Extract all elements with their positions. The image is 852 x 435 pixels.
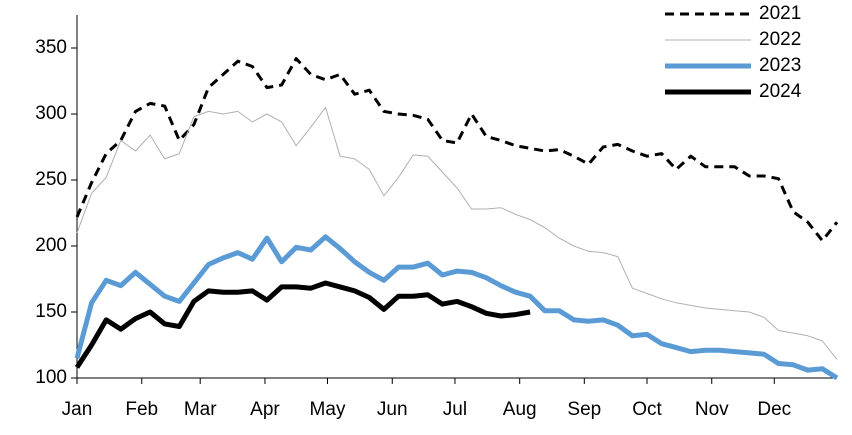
series-line: [74, 280, 531, 369]
x-tick-label: Mar: [184, 399, 217, 420]
y-tick-label: 150: [35, 301, 67, 322]
x-tick-label: Apr: [250, 399, 280, 420]
x-tick-label: Sep: [567, 399, 601, 420]
y-tick-label: 350: [35, 37, 67, 58]
legend-label: 2022: [759, 29, 801, 50]
legend-label: 2021: [759, 3, 801, 24]
x-tick-label: May: [310, 399, 346, 420]
x-tick-label: Jan: [62, 399, 93, 420]
x-tick-label: Jul: [443, 399, 467, 420]
y-tick-label: 300: [35, 103, 67, 124]
x-tick-label: Feb: [125, 399, 158, 420]
y-tick-label: 200: [35, 235, 67, 256]
y-tick-label: 250: [35, 169, 67, 190]
y-tick-label: 100: [35, 367, 67, 388]
x-tick-label: Aug: [503, 399, 537, 420]
legend-label: 2024: [759, 81, 802, 102]
x-tick-label: Nov: [695, 399, 729, 420]
series-line: [75, 57, 839, 243]
x-tick-label: Dec: [757, 399, 791, 420]
series-line: [76, 106, 838, 360]
x-tick-label: Jun: [377, 399, 408, 420]
x-tick-label: Oct: [632, 399, 662, 420]
legend-label: 2023: [759, 55, 801, 76]
series-line: [74, 234, 839, 381]
